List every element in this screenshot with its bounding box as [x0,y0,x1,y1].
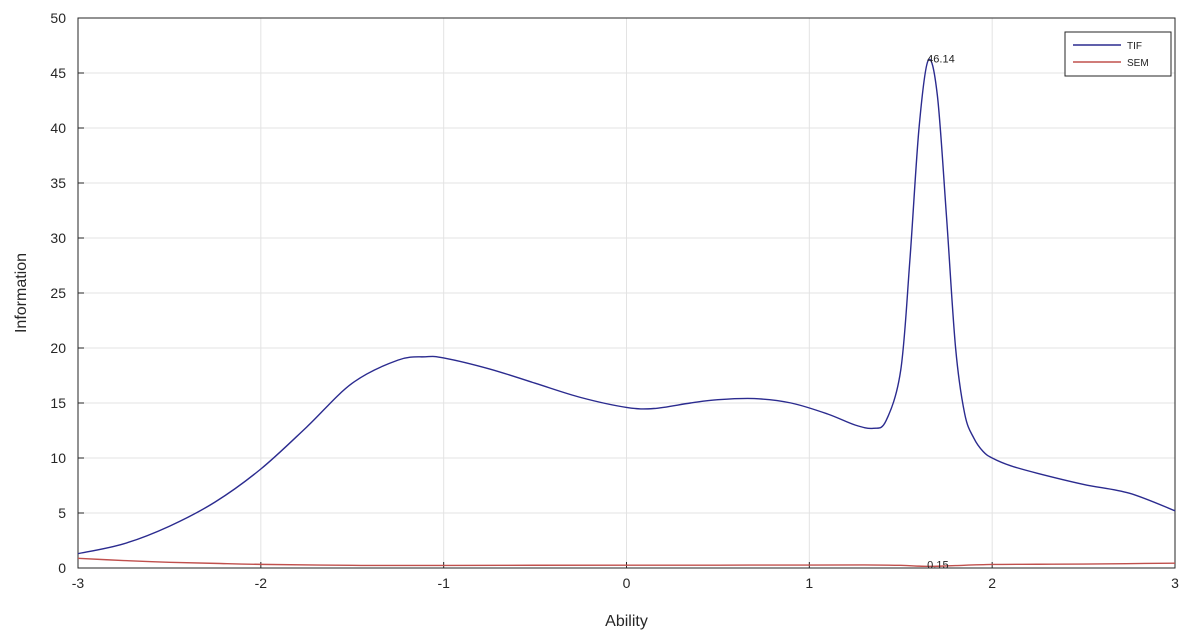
data-label-tif: 46.14 [927,53,955,65]
legend-label-tif: TIF [1127,41,1142,52]
legend-box [1064,31,1172,77]
x-axis-title: Ability [605,613,648,630]
x-tick-label: 1 [805,575,813,591]
y-tick-label: 15 [50,395,66,411]
data-label-sem: 0.15 [927,559,948,571]
y-tick-label: 50 [50,10,66,26]
x-tick-label: 0 [623,575,631,591]
y-axis-title: Information [13,253,30,333]
y-tick-label: 40 [50,120,66,136]
x-tick-label: 2 [988,575,996,591]
x-tick-label: -1 [437,575,450,591]
legend-label-sem: SEM [1127,58,1149,69]
y-tick-label: 5 [58,505,66,521]
y-tick-label: 45 [50,65,66,81]
y-tick-label: 20 [50,340,66,356]
x-tick-label: -2 [255,575,268,591]
y-tick-label: 30 [50,230,66,246]
series-lines [77,58,1176,568]
y-tick-label: 0 [58,560,66,576]
legend: TIF SEM [1064,31,1172,77]
x-tick-label: 3 [1171,575,1179,591]
y-tick-label: 25 [50,285,66,301]
series-line-tif [77,58,1176,555]
series-line-sem [77,557,1176,568]
annotations: 46.14 0.15 [927,53,955,571]
y-tick-label: 10 [50,450,66,466]
grid [77,17,1176,569]
y-tick-label: 35 [50,175,66,191]
x-tick-label: -3 [72,575,85,591]
